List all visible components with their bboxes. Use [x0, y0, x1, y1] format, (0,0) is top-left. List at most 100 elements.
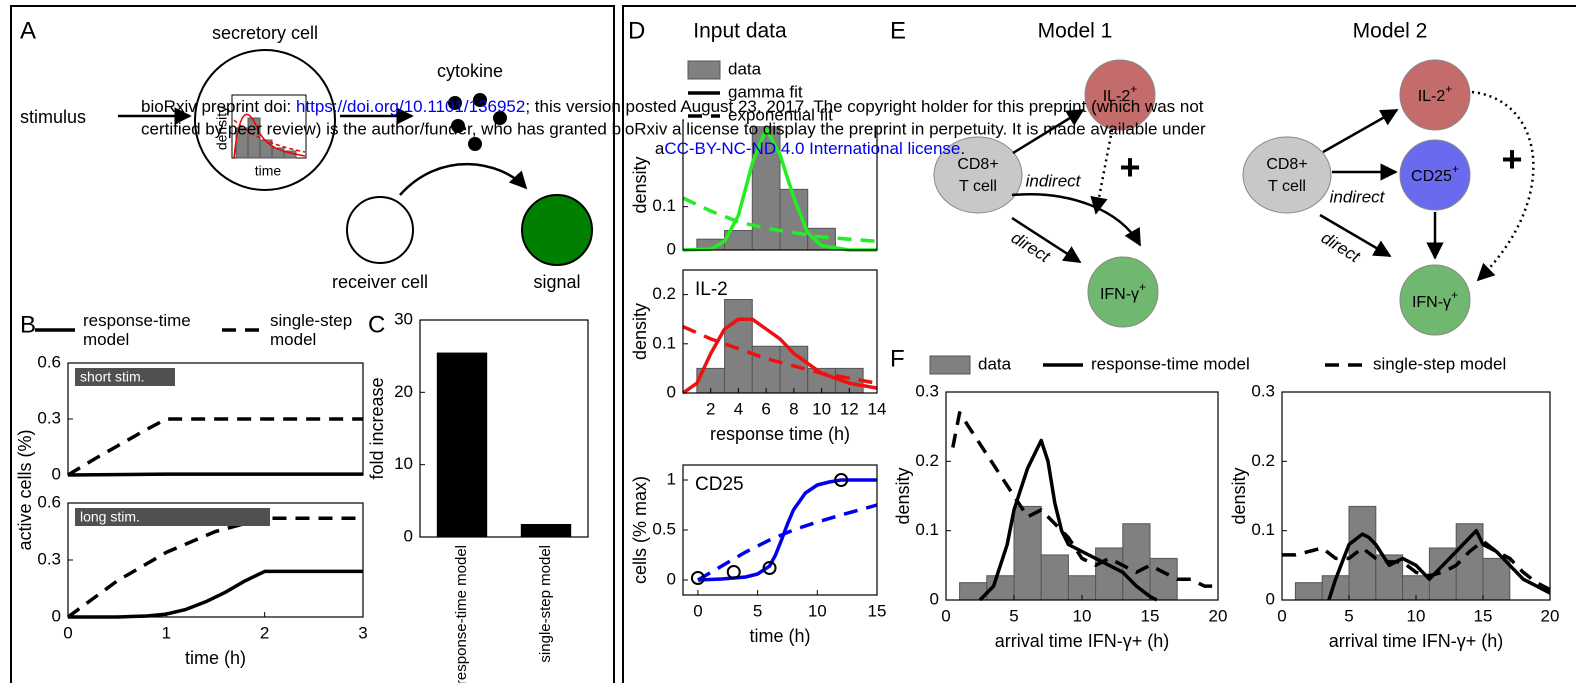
y-axis-label: density [630, 156, 650, 213]
label: signal [533, 272, 580, 292]
series-line [697, 478, 877, 582]
node-cd25 [1399, 139, 1471, 211]
legend-label: response-time model [1091, 354, 1250, 373]
panel-letter: B [20, 311, 36, 338]
label: stimulus [20, 107, 86, 127]
node-sup: + [1130, 82, 1137, 96]
node-label: T cell [959, 178, 997, 195]
node-sup: + [1445, 82, 1452, 96]
series-line [978, 438, 1158, 602]
y-tick-label: 0.1 [652, 333, 676, 352]
license-link[interactable]: CC-BY-NC-ND 4.0 International license [664, 139, 960, 158]
legend-text-box: response-time model [83, 311, 191, 349]
doi-link[interactable]: https://doi.org/10.1101/136952 [296, 97, 525, 116]
x-axis-label: time (h) [749, 626, 810, 646]
y-axis-label: density [893, 467, 913, 524]
legend-label: data [728, 59, 762, 78]
arrow [399, 162, 528, 196]
legend-label: single-step model [270, 311, 353, 349]
model-title: Model 2 [1353, 20, 1428, 43]
annotation-box [75, 508, 270, 526]
inset-ylabel: density [214, 106, 230, 150]
legend-swatch [687, 60, 721, 80]
y-axis-label: density [1229, 467, 1249, 524]
node-il2 [1399, 59, 1471, 131]
y-tick-label: 0.3 [37, 549, 61, 568]
x-tick-label: 0 [63, 623, 72, 642]
y-tick-label: 10 [394, 454, 413, 473]
x-tick-label: 5 [1009, 606, 1018, 625]
y-tick-label: 0 [667, 569, 676, 588]
y-axis-label: active cells (%) [15, 429, 35, 550]
x-axis-label: time (h) [185, 648, 246, 668]
series-line [682, 126, 877, 252]
arrow [1471, 90, 1535, 282]
x-tick-label: 20 [1541, 606, 1560, 625]
arrow [1012, 108, 1085, 155]
node-label: IL-2+ [1103, 82, 1138, 105]
data-point [726, 565, 741, 579]
node-sup: + [1451, 288, 1458, 302]
y-axis-label: fold increase [367, 377, 387, 479]
y-tick-label: 0 [1266, 589, 1275, 608]
annotation: short stim. [80, 369, 145, 385]
edge-label: direct [1008, 228, 1054, 267]
y-tick-label: 0.2 [915, 451, 939, 470]
y-tick-label: 0.3 [915, 381, 939, 400]
annotation: long stim. [80, 509, 140, 525]
chart-title: CD25 [695, 474, 744, 495]
arrow [1319, 213, 1392, 258]
y-tick-label: 0 [667, 382, 676, 401]
node-label: T cell [1268, 178, 1306, 195]
series-line [682, 196, 878, 244]
label: secretory cell [212, 23, 318, 43]
y-tick-label: 0.1 [652, 196, 676, 215]
node-sup: + [1452, 162, 1459, 176]
series-line [697, 503, 878, 582]
notice-line: aCC-BY-NC-ND 4.0 International license. [655, 139, 965, 158]
notice-text: ; this version posted August 23, 2017. T… [525, 97, 1203, 116]
x-tick-label: 14 [868, 399, 887, 418]
x-tick-label: 4 [734, 399, 743, 418]
label: cytokine [437, 61, 503, 81]
node-label: IFN-γ+ [1100, 280, 1146, 303]
node-text: CD25 [1411, 168, 1452, 185]
y-tick-label: 0.2 [1251, 451, 1275, 470]
series-line [682, 325, 878, 385]
panel-letter: E [890, 17, 906, 44]
y-tick-label: 0.2 [652, 284, 676, 303]
y-tick-label: 0 [404, 526, 413, 545]
arrow [1011, 193, 1142, 247]
node-il2 [1084, 59, 1156, 131]
node-text: IFN-γ [1412, 294, 1451, 311]
arrow [1011, 216, 1082, 264]
histogram-bar [1294, 582, 1323, 601]
y-tick-label: 0.3 [37, 408, 61, 427]
series-line [66, 516, 363, 619]
x-tick-label: 0 [693, 601, 702, 620]
x-tick-label: 15 [1474, 606, 1493, 625]
notice-text: . [960, 139, 965, 158]
series-line [67, 417, 363, 477]
x-tick-label: 2 [706, 399, 715, 418]
y-tick-label: 0 [930, 589, 939, 608]
y-tick-label: 30 [394, 309, 413, 328]
legend-swatch [929, 355, 971, 375]
y-tick-label: 0.1 [915, 520, 939, 539]
x-tick-label: 5 [1344, 606, 1353, 625]
x-tick-label: 15 [868, 601, 887, 620]
y-tick-label: 0.1 [1251, 520, 1275, 539]
legend-label: single-step model [1373, 354, 1506, 373]
x-tick-label: 15 [1141, 606, 1160, 625]
panel-letter: D [628, 17, 645, 44]
y-tick-label: 0.3 [1251, 381, 1275, 400]
node-cd8 [933, 136, 1023, 214]
x-tick-label: 0 [941, 606, 950, 625]
legend-text-box: single-step model [270, 311, 353, 349]
node-text: IL-2 [1103, 88, 1131, 105]
y-tick-label: 0 [52, 464, 61, 483]
legend-label: data [978, 354, 1012, 373]
node-text: IL-2 [1418, 88, 1446, 105]
panel-frame [622, 5, 1576, 683]
histogram-bar [1095, 547, 1124, 601]
